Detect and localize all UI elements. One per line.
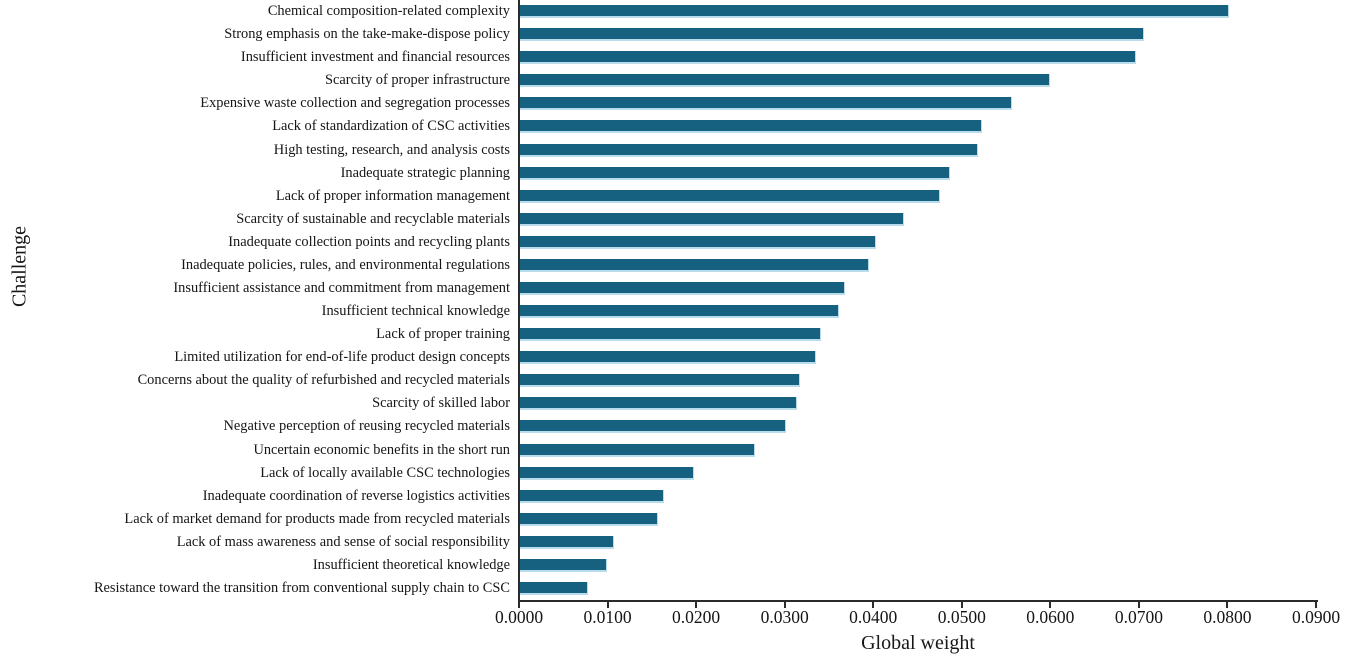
category-label: Lack of mass awareness and sense of soci… <box>176 533 510 550</box>
category-label: Scarcity of sustainable and recyclable m… <box>236 210 510 227</box>
bar <box>520 166 950 180</box>
x-tick-label: 0.0400 <box>849 607 898 627</box>
category-label: Insufficient investment and financial re… <box>240 49 510 66</box>
x-tick-mark <box>872 601 875 608</box>
category-label: Inadequate collection points and recycli… <box>228 233 510 250</box>
category-label: Lack of proper training <box>376 326 510 343</box>
x-tick-label: 0.0500 <box>937 607 986 627</box>
x-tick-mark <box>1315 601 1317 608</box>
x-axis-line <box>518 600 1318 602</box>
category-label: High testing, research, and analysis cos… <box>273 141 510 158</box>
bar <box>520 5 1229 19</box>
category-label: Concerns about the quality of refurbishe… <box>137 372 510 389</box>
bar <box>520 466 694 480</box>
bar <box>520 28 1144 42</box>
category-label: Inadequate policies, rules, and environm… <box>181 256 510 273</box>
category-label: Scarcity of skilled labor <box>372 395 510 412</box>
category-label: Expensive waste collection and segregati… <box>200 95 510 112</box>
category-label: Uncertain economic benefits in the short… <box>253 441 510 458</box>
x-tick-label: 0.0700 <box>1114 607 1163 627</box>
x-tick-mark <box>695 601 698 608</box>
bar <box>520 489 664 503</box>
bar <box>520 512 658 526</box>
bar <box>520 74 1050 88</box>
bar <box>520 397 797 411</box>
category-label: Insufficient assistance and commitment f… <box>173 279 510 296</box>
x-tick-mark <box>1137 601 1140 608</box>
category-label: Lack of standardization of CSC activitie… <box>272 118 510 135</box>
x-tick-label: 0.0200 <box>672 607 721 627</box>
x-tick-mark <box>960 601 963 608</box>
bar <box>520 581 588 595</box>
category-label: Insufficient technical knowledge <box>321 303 510 320</box>
bar <box>520 443 755 457</box>
category-label: Negative perception of reusing recycled … <box>223 418 511 435</box>
bar <box>520 558 607 572</box>
bar <box>520 420 786 434</box>
bar <box>520 212 904 226</box>
bar <box>520 281 845 295</box>
bar <box>520 258 869 272</box>
category-label: Lack of proper information management <box>275 187 510 204</box>
x-tick-label: 0.0000 <box>494 607 544 627</box>
bar <box>520 51 1136 65</box>
category-label: Insufficient theoretical knowledge <box>312 556 510 573</box>
x-tick-mark <box>606 601 609 608</box>
bar <box>520 328 821 342</box>
bar <box>520 120 982 134</box>
x-tick-label: 0.0600 <box>1026 607 1075 627</box>
x-tick-label: 0.0100 <box>583 607 632 627</box>
y-axis-line <box>518 0 520 601</box>
category-label: Lack of market demand for products made … <box>124 510 510 527</box>
x-tick-label: 0.0800 <box>1203 607 1252 627</box>
category-label: Inadequate coordination of reverse logis… <box>202 487 510 504</box>
bar <box>520 351 816 365</box>
category-label: Lack of locally available CSC technologi… <box>260 464 510 481</box>
x-axis-title: Global weight <box>861 632 975 654</box>
category-label: Inadequate strategic planning <box>340 164 510 181</box>
category-label: Resistance toward the transition from co… <box>93 579 510 596</box>
bar <box>520 97 1012 111</box>
category-label: Scarcity of proper infrastructure <box>325 72 510 89</box>
bar <box>520 189 940 203</box>
x-tick-label: 0.0300 <box>760 607 809 627</box>
x-tick-label: 0.0900 <box>1291 607 1341 627</box>
category-label: Chemical composition-related complexity <box>267 3 510 20</box>
x-tick-mark <box>783 601 786 608</box>
bar <box>520 305 839 319</box>
category-label: Limited utilization for end-of-life prod… <box>174 349 510 366</box>
x-tick-mark <box>518 601 520 608</box>
y-axis-title: Challenge <box>8 225 31 308</box>
bar <box>520 143 978 157</box>
category-label: Strong emphasis on the take-make-dispose… <box>224 26 510 43</box>
x-tick-mark <box>1226 601 1229 608</box>
x-tick-mark <box>1049 601 1052 608</box>
bar <box>520 535 614 549</box>
bar <box>520 374 800 388</box>
bar <box>520 235 876 249</box>
